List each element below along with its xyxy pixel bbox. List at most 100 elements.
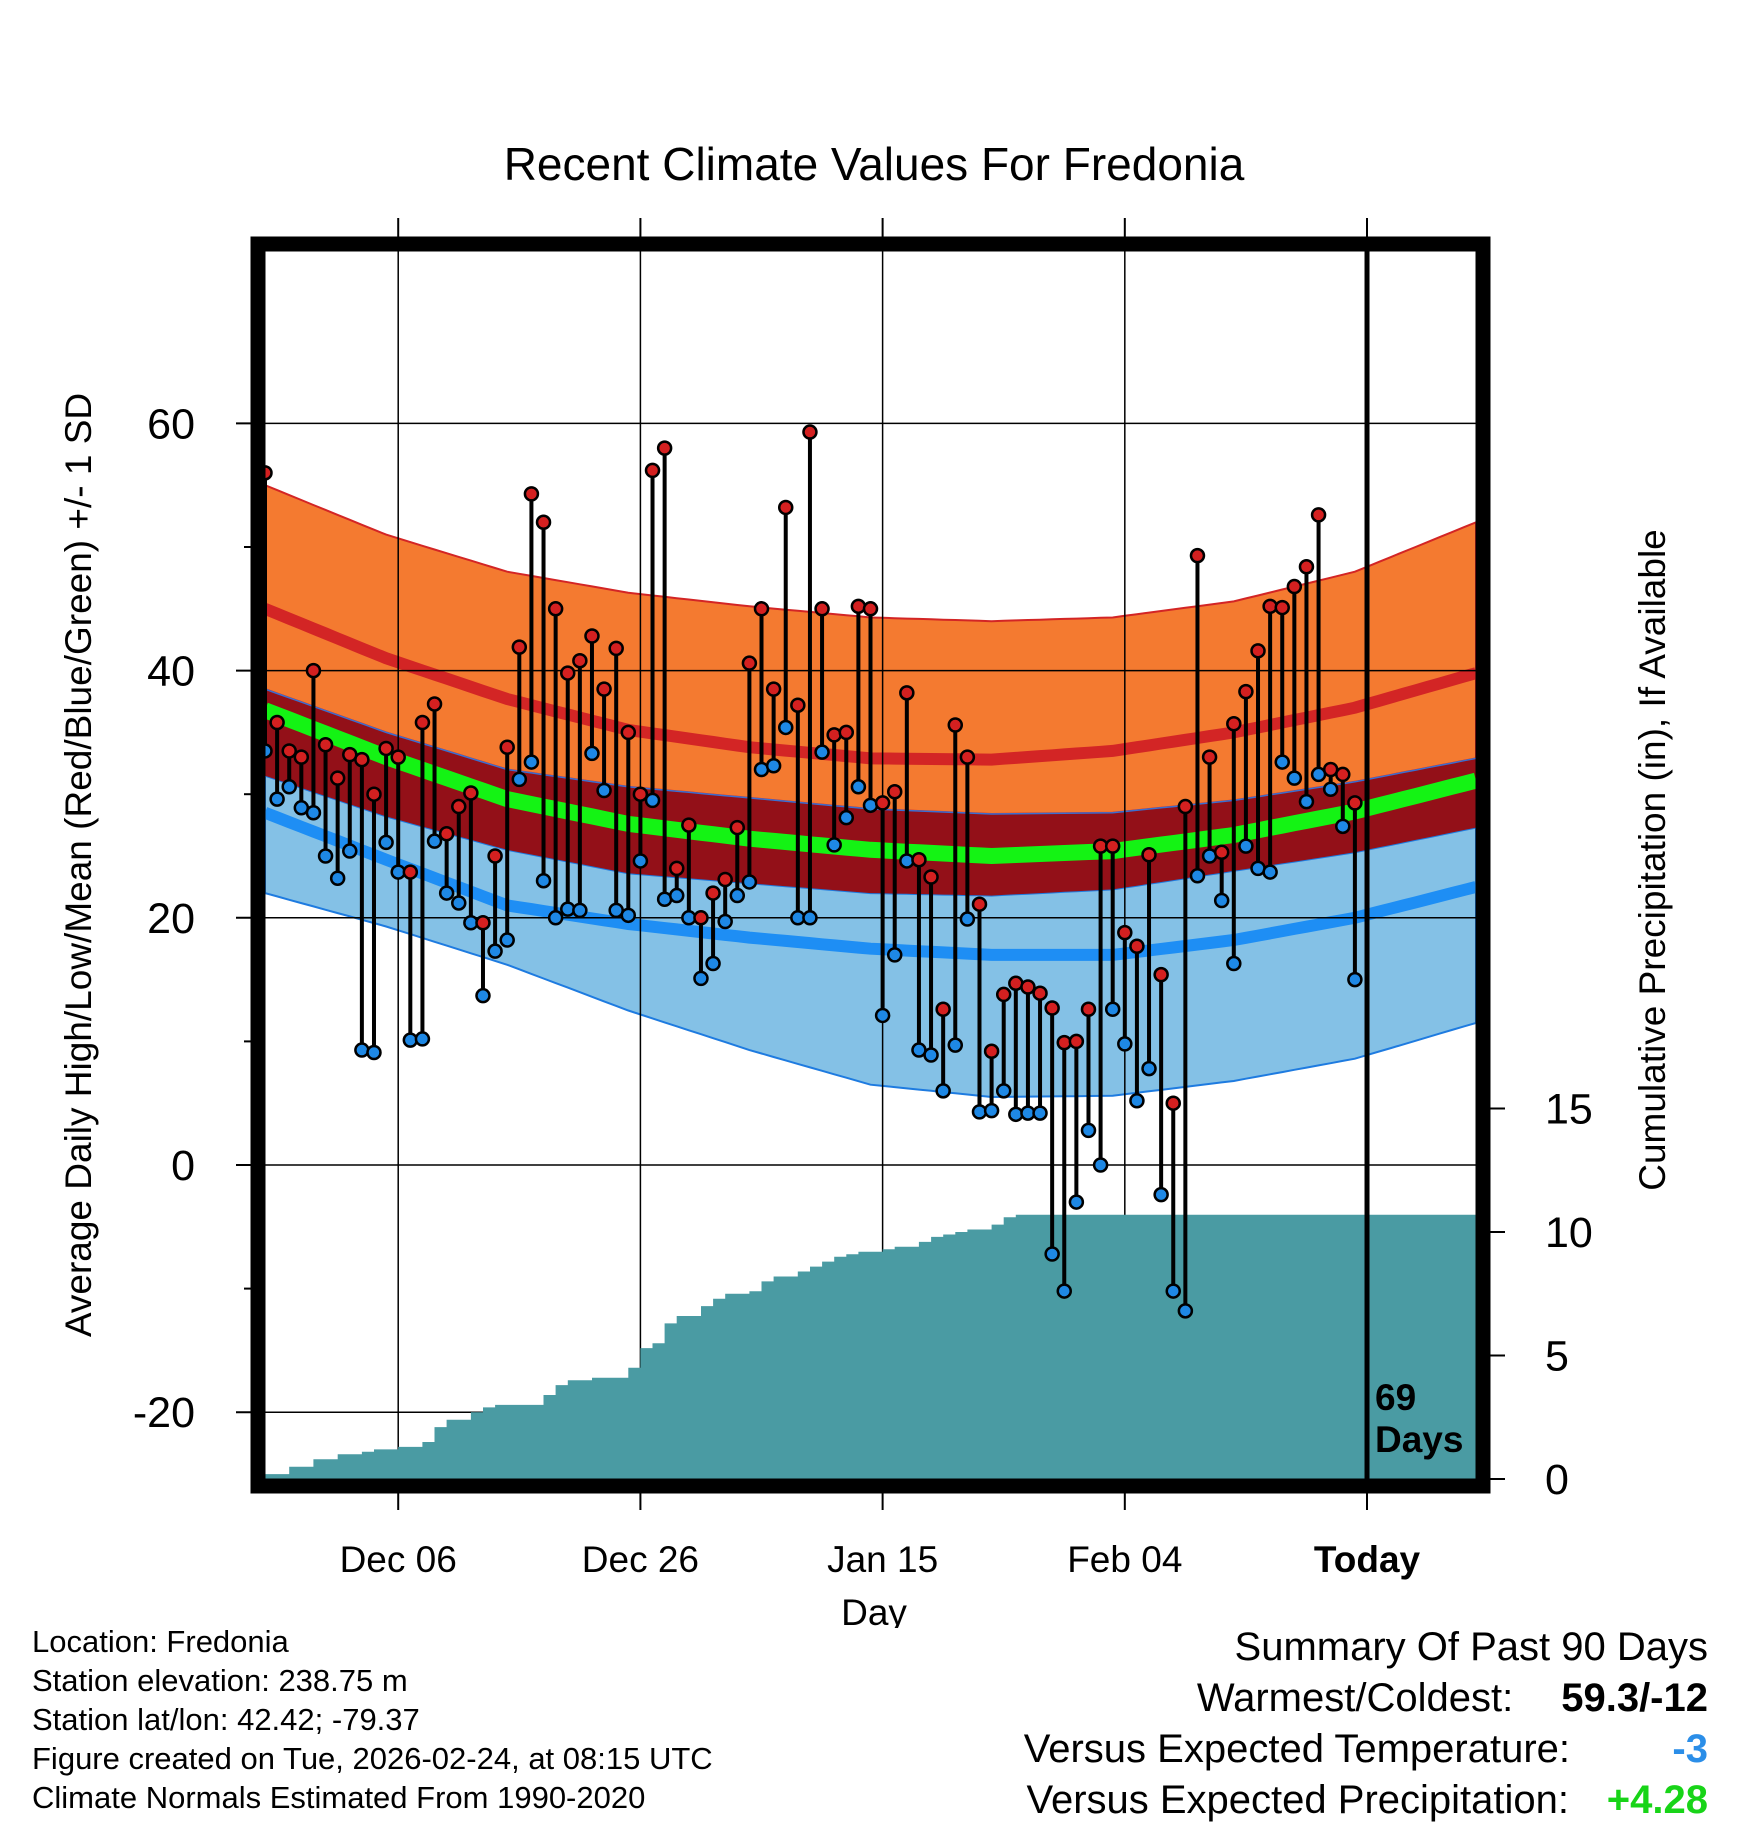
obs-high-point bbox=[1201, 749, 1218, 765]
obs-high-point bbox=[523, 486, 540, 502]
obs-low-point bbox=[620, 907, 637, 924]
x-tick-label: Today bbox=[1314, 1539, 1421, 1580]
obs-high-point bbox=[584, 628, 600, 644]
obs-low-point bbox=[1274, 754, 1290, 770]
obs-low-point bbox=[511, 771, 528, 788]
obs-low-point bbox=[644, 792, 661, 809]
obs-high-point bbox=[935, 1001, 951, 1018]
obs-low-point bbox=[1044, 1246, 1060, 1262]
temp-anomaly-value: -3 bbox=[1672, 1727, 1708, 1771]
obs-low-point bbox=[765, 758, 782, 774]
obs-high-point bbox=[826, 727, 842, 743]
obs-high-point bbox=[959, 749, 976, 765]
obs-high-point bbox=[426, 696, 443, 712]
obs-high-point bbox=[874, 795, 891, 811]
obs-high-point bbox=[644, 462, 661, 479]
obs-low-point bbox=[668, 887, 685, 904]
obs-low-point bbox=[342, 843, 358, 859]
obs-high-point bbox=[1020, 979, 1036, 995]
obs-high-point bbox=[765, 681, 782, 697]
station-info: Location: Fredonia Station elevation: 23… bbox=[32, 1622, 713, 1817]
low-sd-band bbox=[265, 774, 1476, 1099]
obs-high-point bbox=[475, 914, 491, 931]
obs-low-point bbox=[1104, 1001, 1121, 1018]
precip-anomaly-value: +4.28 bbox=[1606, 1778, 1708, 1822]
y2-axis-label: Cumulative Precipitation (in), If Availa… bbox=[1632, 529, 1673, 1191]
obs-low-point bbox=[862, 797, 879, 814]
obs-high-point bbox=[293, 749, 310, 765]
obs-low-point bbox=[632, 853, 649, 869]
obs-high-point bbox=[862, 601, 879, 617]
obs-low-point bbox=[1080, 1122, 1097, 1139]
obs-low-point bbox=[850, 779, 867, 795]
normal-mean-line bbox=[265, 702, 1476, 865]
obs-low-point bbox=[693, 970, 709, 987]
obs-low-point bbox=[572, 902, 588, 919]
obs-low-point bbox=[1056, 1283, 1073, 1299]
obs-low-point bbox=[1238, 838, 1254, 854]
obs-high-point bbox=[1238, 683, 1254, 700]
obs-low-point bbox=[983, 1102, 1000, 1119]
obs-low-point bbox=[499, 932, 515, 948]
obs-low-point bbox=[414, 1031, 431, 1047]
obs-low-point bbox=[1347, 971, 1363, 988]
obs-high-point bbox=[620, 724, 637, 741]
obs-low-point bbox=[886, 947, 903, 963]
obs-high-point bbox=[947, 717, 964, 733]
obs-high-point bbox=[1032, 985, 1048, 1001]
obs-high-point bbox=[560, 665, 576, 681]
obs-low-point bbox=[923, 1047, 939, 1063]
obs-low-point bbox=[354, 1042, 370, 1058]
obs-high-point bbox=[1335, 766, 1351, 783]
obs-high-point bbox=[305, 662, 322, 679]
obs-low-point bbox=[1141, 1060, 1157, 1077]
obs-high-point bbox=[608, 640, 624, 657]
obs-low-point bbox=[777, 719, 794, 736]
summary-panel: Summary Of Past 90 Days Warmest/Coldest:… bbox=[1024, 1622, 1708, 1826]
obs-low-point bbox=[705, 955, 721, 972]
obs-high-point bbox=[1153, 966, 1169, 983]
obs-high-point bbox=[741, 655, 758, 671]
obs-low-point bbox=[305, 804, 322, 821]
obs-low-point bbox=[995, 1083, 1012, 1099]
obs-high-point bbox=[378, 740, 394, 757]
obs-high-point bbox=[451, 798, 467, 815]
chart-title: Recent Climate Values For Fredonia bbox=[504, 138, 1245, 190]
location-text: Location: Fredonia bbox=[32, 1624, 289, 1659]
y-tick-label: 60 bbox=[147, 400, 195, 448]
days-word-label: Days bbox=[1375, 1419, 1463, 1460]
obs-high-point bbox=[1141, 847, 1157, 863]
obs-high-point bbox=[923, 869, 939, 885]
obs-low-point bbox=[523, 754, 540, 770]
obs-low-point bbox=[1092, 1157, 1109, 1173]
obs-low-point bbox=[547, 910, 564, 926]
obs-high-point bbox=[1213, 844, 1230, 861]
latlon-text: Station lat/lon: 42.42; -79.37 bbox=[32, 1702, 420, 1737]
obs-low-point bbox=[475, 987, 491, 1004]
obs-high-point bbox=[850, 598, 867, 615]
x-tick-label: Dec 26 bbox=[582, 1539, 699, 1580]
obs-low-point bbox=[1213, 892, 1230, 909]
obs-high-point bbox=[572, 652, 588, 669]
obs-low-point bbox=[814, 744, 830, 760]
obs-low-point bbox=[1286, 770, 1303, 786]
y-tick-label: -20 bbox=[133, 1389, 195, 1437]
obs-high-point bbox=[269, 714, 285, 731]
obs-high-point bbox=[1226, 715, 1242, 732]
obs-low-point bbox=[269, 791, 285, 807]
precip-anomaly-label: Versus Expected Precipitation: bbox=[1026, 1778, 1569, 1822]
obs-low-point bbox=[1117, 1036, 1133, 1052]
obs-high-point bbox=[547, 601, 564, 617]
obs-high-point bbox=[886, 783, 903, 800]
obs-high-point bbox=[814, 601, 830, 617]
obs-low-point bbox=[596, 782, 612, 799]
obs-high-point bbox=[487, 848, 503, 864]
obs-high-point bbox=[802, 424, 818, 440]
obs-high-point bbox=[995, 986, 1012, 1003]
obs-low-point bbox=[717, 913, 733, 930]
obs-high-point bbox=[1129, 938, 1145, 954]
obs-low-point bbox=[1226, 955, 1242, 972]
x-axis-label: Day bbox=[841, 1592, 907, 1628]
normal-low-line bbox=[265, 807, 1476, 961]
x-tick-label: Feb 04 bbox=[1067, 1539, 1182, 1580]
